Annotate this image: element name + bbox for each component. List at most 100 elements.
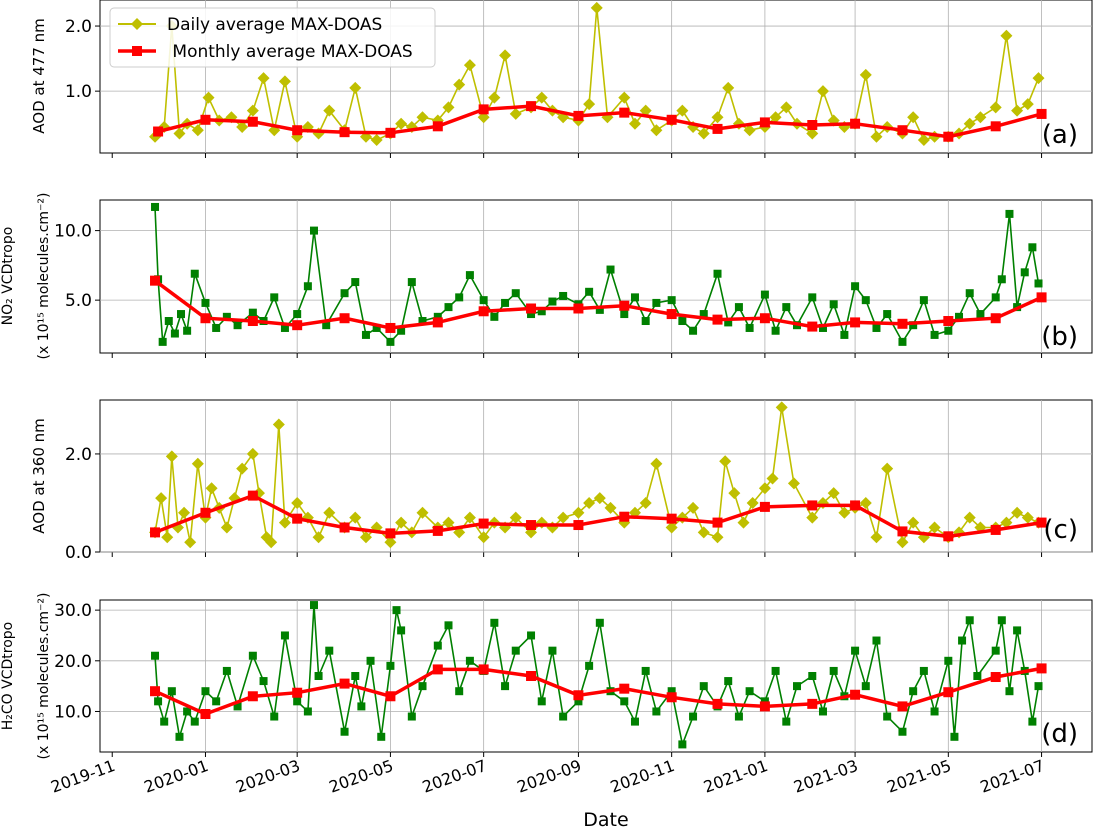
daily-point bbox=[154, 697, 163, 706]
daily-point bbox=[455, 293, 464, 302]
daily-point bbox=[881, 462, 894, 475]
daily-point bbox=[509, 107, 522, 120]
daily-point bbox=[989, 101, 1002, 114]
monthly-point bbox=[247, 691, 258, 702]
daily-point bbox=[236, 120, 249, 133]
monthly-point bbox=[759, 313, 770, 324]
daily-point bbox=[323, 506, 336, 519]
monthly-point bbox=[247, 116, 258, 127]
monthly-point bbox=[432, 317, 443, 328]
monthly-point bbox=[385, 691, 396, 702]
daily-point bbox=[537, 307, 546, 316]
daily-point bbox=[606, 265, 615, 274]
daily-point bbox=[1034, 279, 1043, 288]
daily-point bbox=[734, 303, 743, 312]
daily-point bbox=[760, 697, 769, 706]
daily-point bbox=[991, 646, 1000, 655]
daily-point bbox=[395, 516, 408, 529]
daily-point bbox=[861, 296, 870, 305]
monthly-point bbox=[247, 316, 258, 327]
daily-point bbox=[170, 329, 179, 338]
daily-point bbox=[667, 687, 676, 696]
daily-point bbox=[325, 646, 334, 655]
x-tick-label: 2020-05 bbox=[326, 756, 395, 797]
daily-point bbox=[620, 697, 629, 706]
daily-point bbox=[477, 531, 490, 544]
daily-point bbox=[537, 697, 546, 706]
daily-point bbox=[808, 293, 817, 302]
daily-point bbox=[167, 687, 176, 696]
daily-point bbox=[583, 496, 596, 509]
daily-point bbox=[501, 298, 510, 307]
daily-point bbox=[340, 289, 349, 298]
monthly-point bbox=[573, 110, 584, 121]
monthly-series-line bbox=[154, 493, 1042, 539]
daily-point bbox=[377, 732, 386, 741]
daily-point bbox=[758, 482, 771, 495]
daily-point bbox=[898, 727, 907, 736]
daily-point bbox=[433, 312, 442, 321]
daily-point bbox=[628, 117, 641, 130]
daily-point bbox=[896, 536, 909, 549]
legend-daily-swatch-marker bbox=[131, 18, 143, 30]
monthly-point bbox=[619, 683, 630, 694]
daily-point bbox=[201, 687, 210, 696]
monthly-point bbox=[943, 131, 954, 142]
daily-point bbox=[676, 104, 689, 117]
panel-b: 5.0 10.0 NO₂ VCDtropo (x 10¹⁵ molecules.c… bbox=[0, 192, 1093, 360]
monthly-point bbox=[292, 320, 303, 331]
legend: Daily average MAX-DOAS Monthly average M… bbox=[109, 7, 436, 68]
daily-point bbox=[463, 59, 476, 72]
daily-point bbox=[760, 290, 769, 299]
monthly-point bbox=[943, 316, 954, 327]
daily-point bbox=[191, 457, 204, 470]
monthly-point bbox=[666, 309, 677, 320]
daily-point bbox=[1032, 72, 1045, 85]
daily-point bbox=[585, 661, 594, 670]
daily-point bbox=[630, 293, 639, 302]
daily-point bbox=[711, 111, 724, 124]
monthly-point bbox=[712, 314, 723, 325]
panel-label-c: (c) bbox=[1043, 515, 1078, 545]
daily-point bbox=[997, 275, 1006, 284]
daily-point bbox=[465, 656, 474, 665]
daily-point bbox=[178, 506, 191, 519]
daily-point bbox=[919, 666, 928, 675]
daily-point bbox=[883, 310, 892, 319]
daily-point bbox=[771, 666, 780, 675]
monthly-point bbox=[850, 500, 861, 511]
monthly-point bbox=[619, 511, 630, 522]
monthly-point bbox=[807, 500, 818, 511]
daily-point bbox=[618, 91, 631, 104]
daily-series-line bbox=[154, 605, 1040, 748]
daily-point bbox=[620, 310, 629, 319]
daily-point bbox=[155, 492, 168, 505]
daily-point bbox=[950, 732, 959, 741]
daily-point bbox=[366, 656, 375, 665]
daily-point bbox=[202, 91, 215, 104]
daily-point bbox=[861, 682, 870, 691]
daily-point bbox=[958, 636, 967, 645]
ylabel-a: AOD at 477 nm bbox=[30, 18, 48, 133]
daily-point bbox=[386, 337, 395, 346]
daily-point bbox=[665, 521, 678, 534]
daily-point bbox=[177, 310, 186, 319]
daily-point bbox=[252, 487, 265, 500]
monthly-point bbox=[897, 701, 908, 712]
daily-point bbox=[183, 326, 192, 335]
daily-point bbox=[233, 702, 242, 711]
daily-point bbox=[384, 536, 397, 549]
daily-point bbox=[479, 296, 488, 305]
daily-point bbox=[907, 516, 920, 529]
daily-point bbox=[280, 631, 289, 640]
daily-point bbox=[851, 282, 860, 291]
monthly-point bbox=[850, 689, 861, 700]
daily-point bbox=[722, 81, 735, 94]
monthly-point bbox=[200, 114, 211, 125]
daily-point bbox=[444, 621, 453, 630]
x-axis-label: Date bbox=[583, 809, 628, 827]
daily-point bbox=[501, 682, 510, 691]
legend-daily-label: Daily average MAX-DOAS bbox=[167, 15, 382, 35]
daily-point bbox=[963, 511, 976, 524]
daily-point bbox=[397, 626, 406, 635]
